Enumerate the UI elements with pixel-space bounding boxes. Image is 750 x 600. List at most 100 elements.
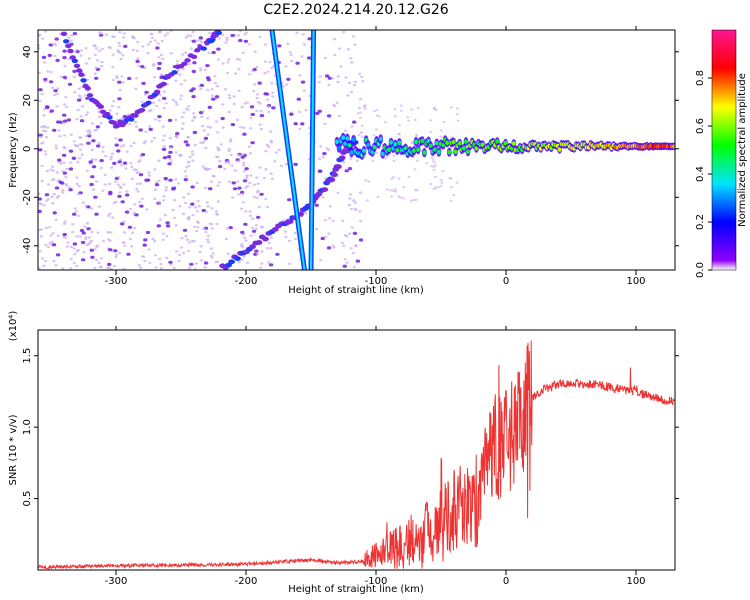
spectrogram-noise-cell [186, 136, 190, 139]
steady-signal-cell [466, 149, 470, 154]
spectrogram-noise-cell [120, 222, 125, 226]
spectrogram-noise-cell [54, 218, 58, 221]
spectrogram-noise-cell [360, 131, 364, 134]
spectrogram-noise-cell [401, 197, 405, 200]
spectrogram-noise-cell [152, 76, 157, 79]
spectrogram-trace-cell [145, 100, 152, 106]
spectrogram-noise-cell [38, 266, 41, 270]
spectrogram-noise-cell [53, 54, 57, 58]
spectrogram-noise-cell [225, 38, 229, 42]
spectrogram-noise-cell [180, 127, 185, 130]
spectrogram-noise-cell [323, 219, 327, 222]
spectrogram-noise-cell [97, 110, 101, 114]
spectrogram-noise-cell [200, 115, 204, 119]
steady-signal-cell [395, 148, 400, 153]
spectrogram-noise-cell [68, 149, 74, 153]
spectrogram-noise-cell [38, 34, 41, 37]
spectrogram-noise-cell [44, 130, 48, 133]
spectrogram-noise-cell [99, 159, 104, 163]
spectrogram-trace-cell [78, 72, 85, 77]
spectrogram-noise-cell [240, 105, 244, 109]
spectrogram-noise-cell [211, 97, 216, 101]
spectrogram-trace-cell [181, 61, 188, 66]
spectrogram-noise-cell [70, 34, 74, 37]
spectrogram-noise-cell [69, 245, 73, 249]
spectrogram-noise-cell [169, 160, 173, 163]
spectrogram-noise-cell [132, 37, 136, 40]
spectrogram-noise-cell [55, 196, 60, 199]
spectrogram-noise-cell [302, 89, 306, 92]
spectrogram-noise-cell [154, 183, 160, 187]
spectrogram-noise-cell [141, 45, 145, 48]
spectrogram-noise-cell [196, 220, 200, 223]
spectrogram-noise-cell [38, 197, 42, 201]
spectrogram-noise-cell [164, 189, 168, 192]
spectrogram-noise-cell [202, 227, 206, 230]
spectrogram-noise-cell [118, 44, 122, 47]
spectrogram-noise-cell [260, 226, 265, 229]
spectrogram-noise-cell [52, 260, 56, 263]
steady-signal-cell [387, 147, 391, 152]
spectrogram-noise-cell [117, 106, 121, 109]
spectrogram-noise-cell [209, 180, 214, 183]
spectrogram-noise-cell [199, 245, 203, 248]
spectrogram-noise-cell [161, 238, 165, 241]
spectrogram-noise-cell [62, 161, 66, 164]
steady-signal-cell [453, 149, 458, 154]
spectrogram-noise-cell [54, 37, 59, 41]
spectrogram-noise-cell [133, 120, 137, 124]
spectrogram-noise-cell [158, 257, 162, 261]
spectrogram-noise-cell [174, 151, 178, 154]
spectrogram-noise-cell [122, 161, 128, 165]
spectrogram-noise-cell [251, 217, 255, 220]
spectrogram-noise-cell [264, 43, 268, 46]
spectrogram-noise-cell [148, 125, 152, 128]
spectrogram-noise-cell [87, 133, 91, 136]
colorbar-tick-label: 0.8 [695, 70, 706, 86]
spectrogram-noise-cell [351, 251, 355, 255]
spectrogram-noise-cell [267, 145, 271, 148]
spectrogram-noise-cell [58, 135, 62, 138]
spectrogram-noise-cell [94, 212, 99, 216]
spectrogram-noise-cell [413, 118, 417, 122]
spectrogram-noise-cell [269, 247, 273, 250]
spectrogram-noise-cell [199, 259, 204, 262]
spectrogram-noise-cell [52, 193, 56, 196]
spectrogram-noise-cell [228, 140, 232, 143]
spectrogram-frame [37, 29, 676, 271]
spectrogram-noise-cell [180, 236, 184, 240]
spectrogram-noise-cell [258, 123, 262, 126]
spectrogram-noise-cell [275, 252, 280, 256]
spectrogram-noise-cell [79, 119, 85, 123]
spectrogram-noise-cell [65, 167, 69, 171]
spectrogram-noise-cell [224, 161, 228, 164]
spectrogram-noise-cell [107, 266, 111, 269]
spectrogram-noise-cell [75, 250, 79, 253]
spectrogram-noise-cell [194, 262, 198, 265]
spectrogram-trace-cell [228, 259, 236, 265]
spectrogram-noise-cell [239, 126, 243, 129]
spectrogram-trace-cell [262, 236, 269, 242]
spectrogram-noise-cell [259, 192, 264, 196]
spectrogram-noise-cell [76, 193, 80, 196]
spectrogram-noise-cell [93, 72, 97, 75]
steady-signal-cell [393, 142, 398, 147]
spectrogram-noise-cell [171, 98, 175, 102]
spectrogram-noise-cell [348, 193, 353, 196]
spectrogram-noise-cell [61, 153, 67, 157]
spectrogram-noise-cell [72, 247, 76, 250]
spectrogram-noise-cell [225, 36, 229, 39]
spectrogram-noise-cell [157, 179, 161, 182]
spectrogram-noise-cell [248, 210, 252, 213]
spectrogram-noise-cell [83, 225, 87, 228]
spectrogram-noise-cell [190, 185, 195, 189]
spectrogram-noise-cell [289, 54, 293, 57]
spectrogram-noise-cell [432, 168, 436, 171]
spectrogram-noise-cell [99, 265, 103, 268]
spectrogram-noise-cell [203, 68, 207, 72]
spectrogram-noise-cell [307, 37, 312, 41]
spectrogram-noise-cell [286, 42, 290, 46]
spectrogram-noise-cell [44, 226, 48, 230]
spectrogram-trace-cell [80, 78, 87, 83]
spectrogram-noise-cell [75, 144, 79, 148]
